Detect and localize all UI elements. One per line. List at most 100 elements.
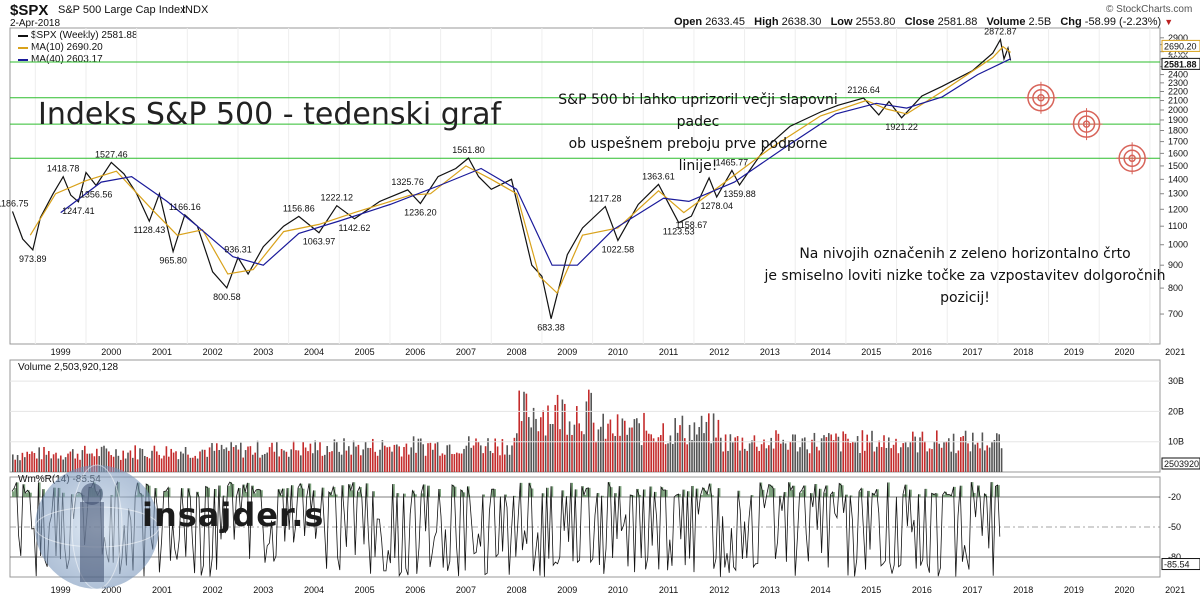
volume-bar: [916, 452, 919, 472]
volume-bar: [355, 446, 357, 472]
volume-bar: [650, 434, 652, 472]
annotation-breakdown-line2: ob uspešnem preboju prve podporne linije…: [568, 136, 828, 174]
wr-overbought-fill: [570, 482, 573, 497]
volume-bar: [79, 459, 81, 472]
volume-bar: [475, 438, 477, 472]
volume-bar: [895, 438, 897, 472]
wr-overbought-fill: [229, 482, 232, 497]
volume-bar: [184, 447, 187, 472]
price-xtick-label: 2009: [557, 347, 577, 355]
wr-overbought-fill: [810, 493, 813, 497]
price-data-label: 1142.62: [339, 223, 371, 233]
wr-overbought-fill: [302, 488, 305, 497]
wr-xtick-label: 2015: [861, 585, 881, 595]
volume-bar: [556, 394, 559, 472]
volume-bar: [338, 451, 340, 472]
volume-bar: [165, 446, 168, 472]
overlay-title: Indeks S&P 500 - tedenski graf: [38, 97, 502, 132]
volume-bar: [729, 434, 732, 472]
wr-overbought-fill: [887, 482, 890, 497]
volume-bar: [792, 434, 794, 472]
volume-bar: [931, 449, 933, 472]
volume-bar: [996, 433, 998, 472]
volume-bar: [835, 433, 837, 472]
wr-overbought-fill: [663, 490, 666, 497]
wr-xtick-label: 1999: [51, 585, 71, 595]
volume-bar: [148, 458, 151, 472]
volume-bar: [362, 449, 364, 472]
volume-bar: [924, 441, 926, 472]
wr-overbought-fill: [830, 494, 833, 497]
volume-bar: [295, 450, 297, 472]
volume-bar: [93, 456, 96, 472]
wr-series-line: [11, 480, 1001, 577]
volume-bar: [938, 443, 940, 472]
volume-bar: [115, 449, 117, 472]
volume-bar: [120, 459, 122, 472]
volume-bar: [868, 442, 871, 472]
volume-bar: [110, 455, 112, 472]
volume-bar: [175, 451, 177, 472]
volume-bar: [232, 446, 235, 472]
annotation-levels-line1: Na nivojih označenih z zeleno horizontal…: [799, 246, 1131, 262]
volume-bar: [948, 438, 950, 472]
wr-overbought-fill: [845, 494, 848, 497]
volume-bar: [132, 457, 134, 472]
volume-bar: [525, 393, 528, 472]
volume-bar: [518, 390, 520, 472]
volume-bar: [393, 444, 396, 472]
volume-bar: [158, 454, 160, 472]
volume-bar: [753, 435, 756, 472]
wr-overbought-fill: [861, 488, 864, 497]
wr-overbought-fill: [42, 489, 45, 497]
price-data-label: 1356.56: [80, 189, 113, 199]
volume-bar: [554, 404, 556, 472]
volume-bar: [636, 418, 638, 472]
wr-overbought-fill: [804, 485, 807, 497]
volume-bar: [352, 440, 355, 472]
volume-bar: [688, 424, 691, 472]
wr-overbought-fill: [588, 487, 591, 497]
wr-overbought-fill: [793, 485, 796, 497]
volume-bar: [974, 444, 976, 472]
wr-overbought-fill: [597, 492, 600, 497]
wr-overbought-fill: [163, 491, 166, 497]
volume-bar: [81, 450, 84, 472]
volume-bar: [446, 445, 448, 472]
wr-overbought-fill: [223, 495, 226, 497]
volume-bar: [391, 451, 393, 472]
volume-bar: [578, 423, 580, 472]
volume-bar: [417, 438, 420, 472]
volume-bar: [436, 441, 439, 472]
wr-overbought-fill: [205, 486, 208, 497]
volume-bar: [189, 457, 192, 472]
volume-label: Volume: [986, 16, 1026, 28]
volume-bar: [652, 438, 655, 472]
volume-bar: [909, 442, 912, 472]
price-data-label: 1186.75: [0, 198, 28, 208]
volume-bar: [852, 441, 854, 472]
volume-bar: [45, 454, 48, 472]
volume-bar: [681, 415, 684, 472]
wr-overbought-fill: [823, 492, 826, 497]
wr-overbought-fill: [232, 483, 235, 497]
volume-bar: [309, 443, 312, 472]
volume-bar: [122, 450, 124, 472]
volume-bar: [804, 437, 806, 472]
price-xtick-label: 2002: [203, 347, 223, 355]
globe-watermark-icon: [34, 464, 160, 590]
volume-bar: [163, 455, 165, 472]
volume-bar: [566, 434, 568, 472]
volume-bar: [508, 454, 511, 472]
wr-xtick-label: 2007: [456, 585, 476, 595]
wr-overbought-fill: [12, 491, 15, 497]
volume-bar: [427, 443, 429, 472]
volume-bar: [864, 450, 866, 472]
volume-bar: [254, 452, 256, 472]
wr-overbought-fill: [850, 495, 853, 497]
volume-bar: [244, 450, 247, 472]
volume-bar: [463, 448, 465, 472]
volume-bar: [218, 450, 220, 472]
wr-overbought-fill: [614, 493, 617, 497]
price-data-label: 965.80: [159, 255, 187, 265]
